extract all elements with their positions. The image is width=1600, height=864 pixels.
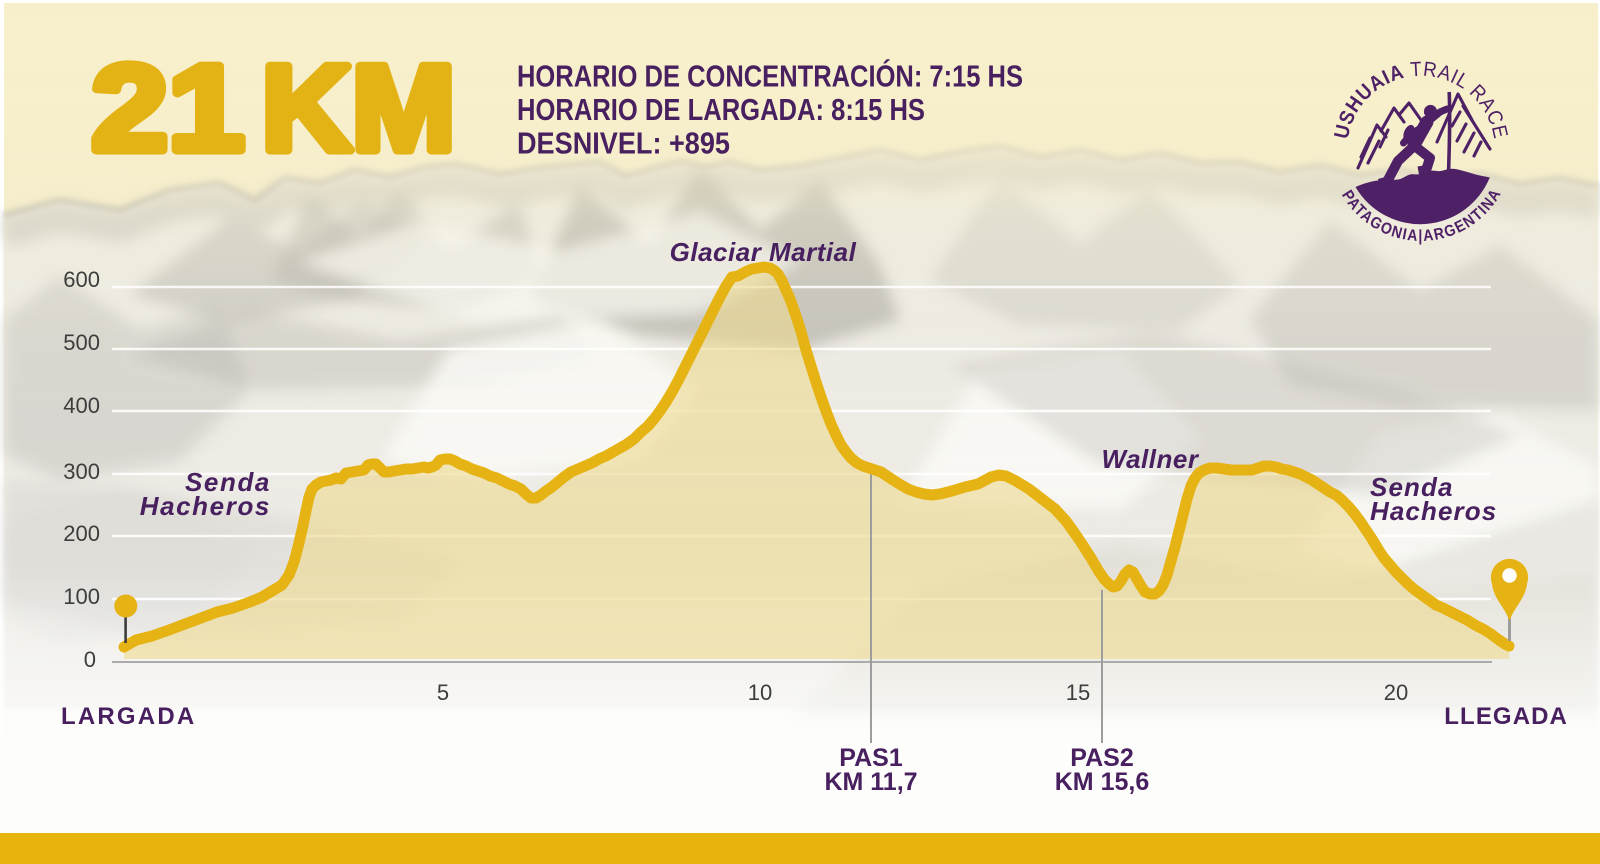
svg-text:HORARIO DE CONCENTRACIÓN: 7:15: HORARIO DE CONCENTRACIÓN: 7:15 HS: [517, 58, 1023, 94]
svg-text:HORARIO DE LARGADA: 8:15 HS: HORARIO DE LARGADA: 8:15 HS: [517, 92, 925, 127]
svg-text:DESNIVEL: +895: DESNIVEL: +895: [517, 126, 730, 161]
svg-text:KM: KM: [262, 40, 456, 176]
svg-text:21: 21: [92, 40, 245, 176]
